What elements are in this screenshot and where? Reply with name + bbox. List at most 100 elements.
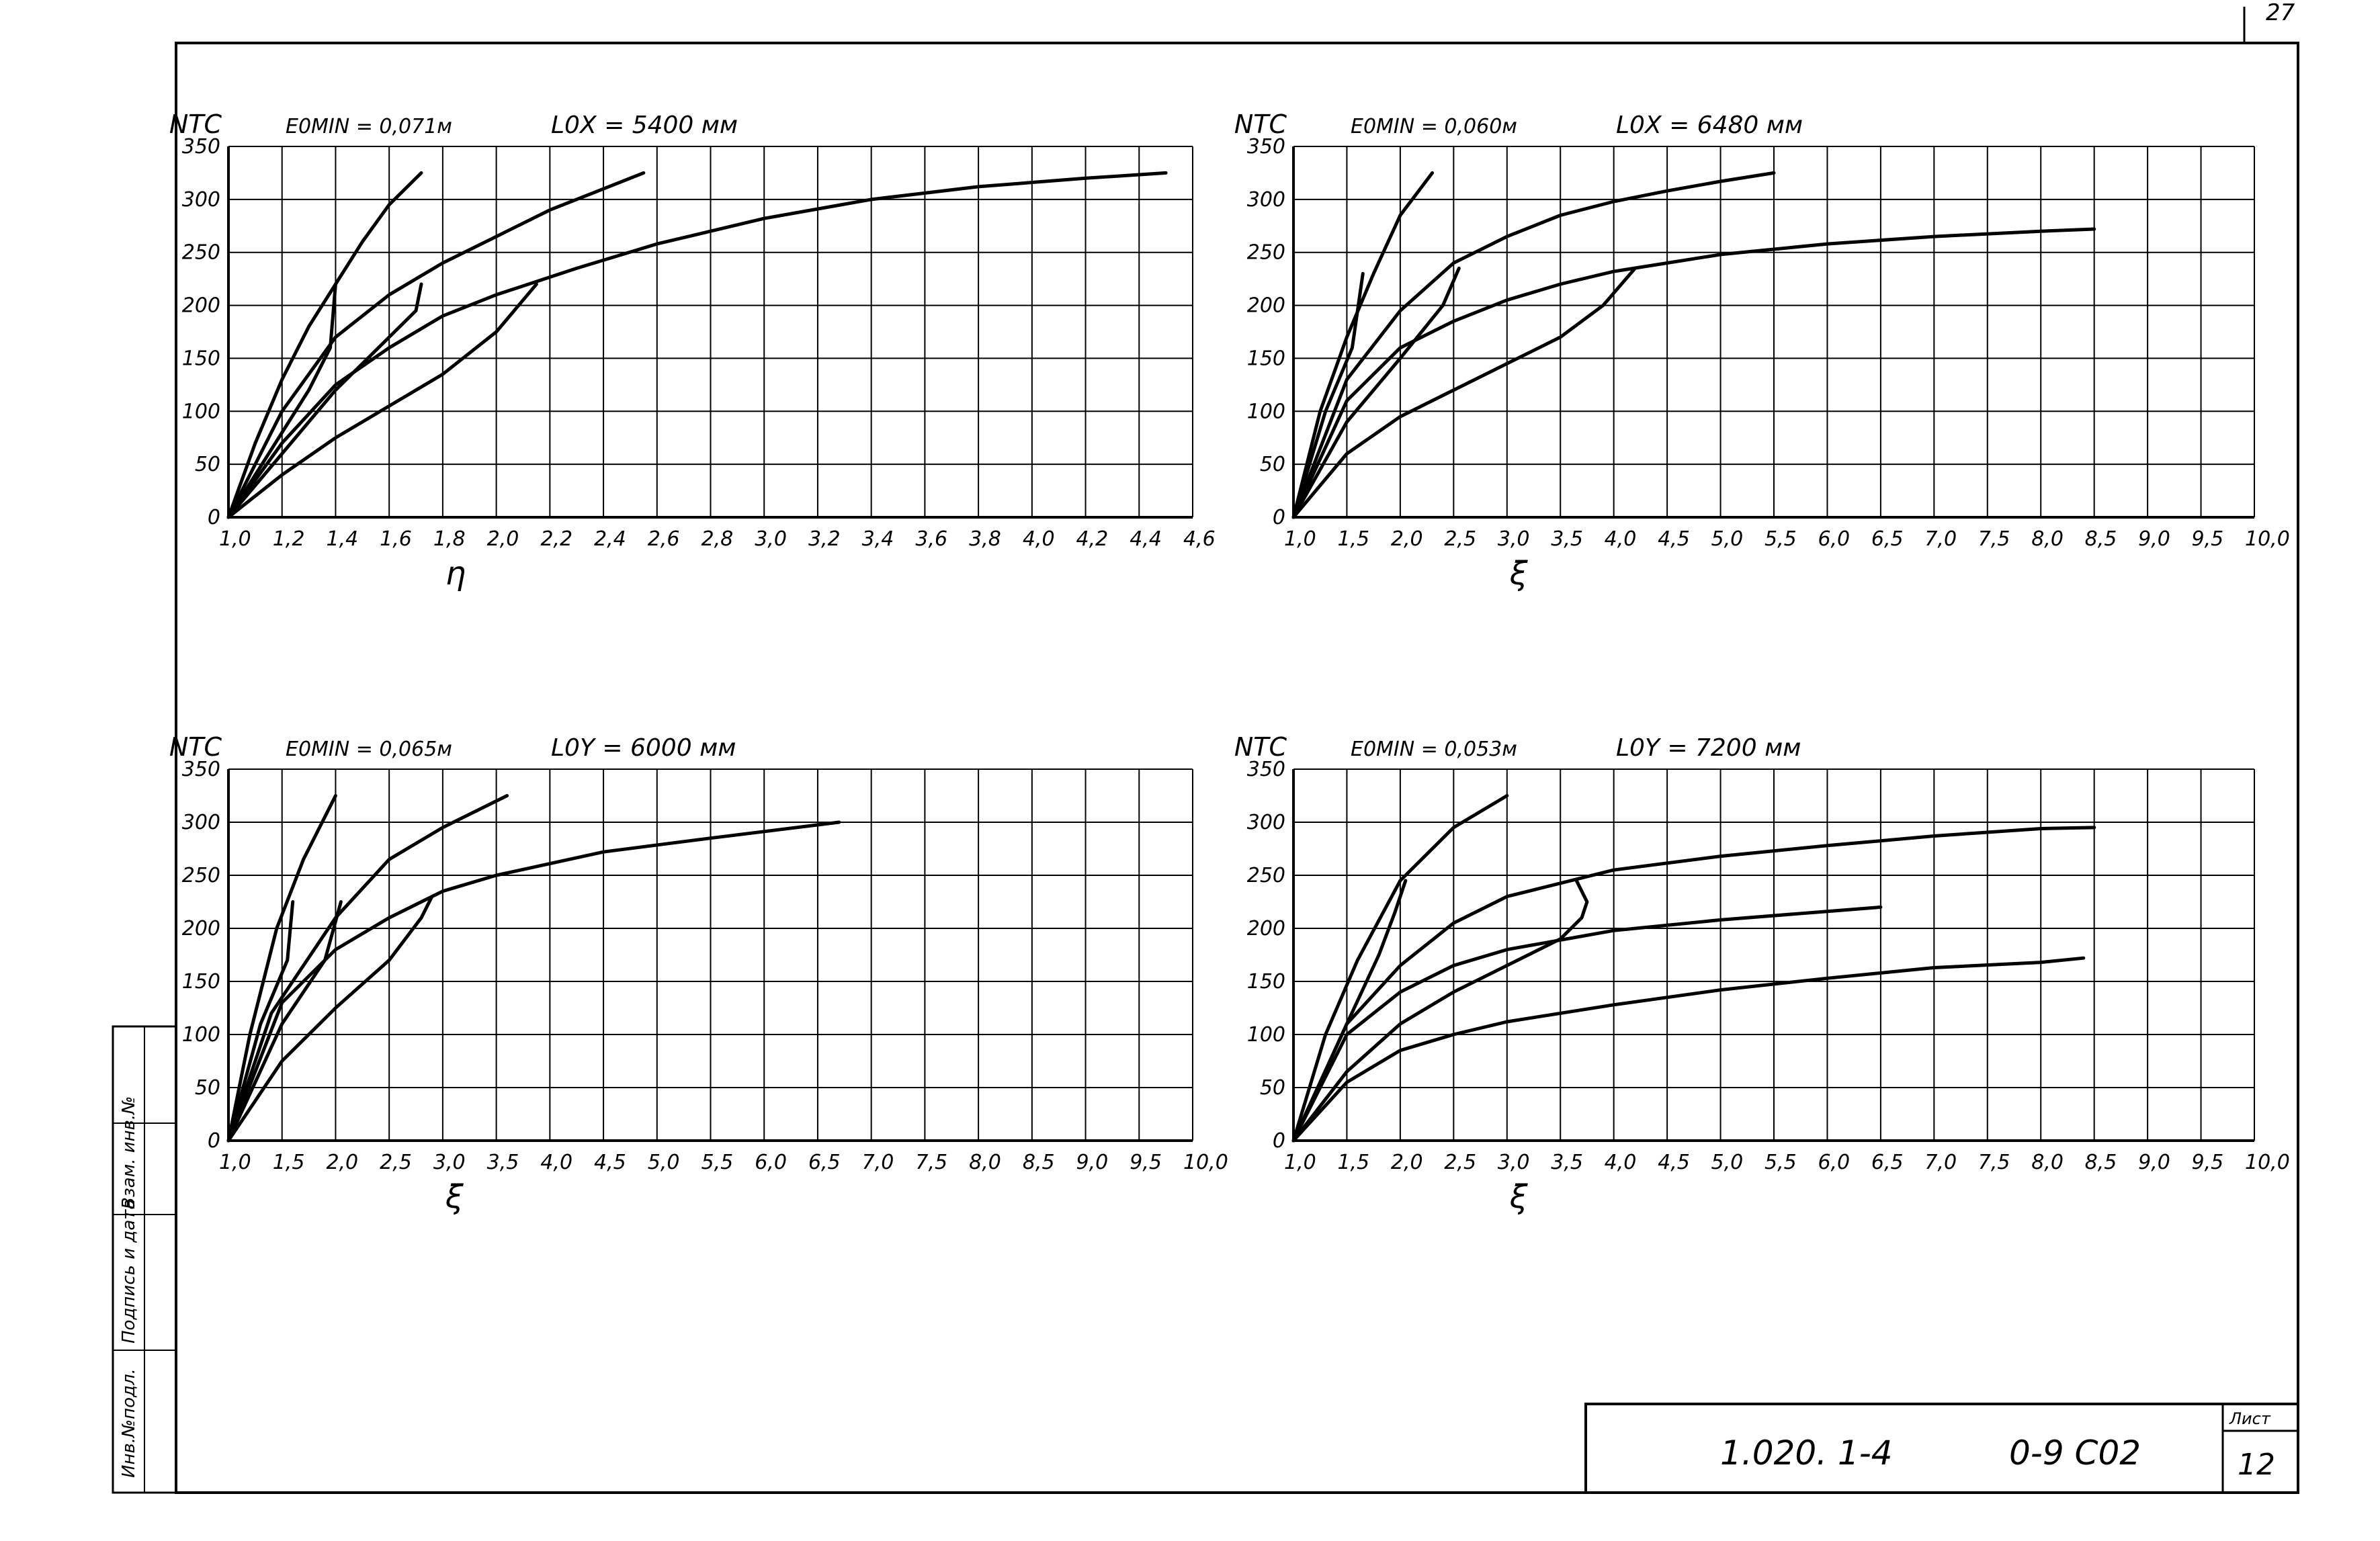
x-tick-label: 2,0: [326, 1151, 358, 1174]
y-tick-label: 50: [195, 453, 220, 476]
x-tick-label: 4,0: [1605, 1151, 1637, 1174]
x-tick-label: 10,0: [1183, 1151, 1228, 1174]
series-line-4: [226, 282, 337, 519]
x-tick-label: 3,0: [1498, 527, 1530, 551]
x-tick-label: 5,5: [1765, 1151, 1797, 1174]
y-tick-label: 50: [195, 1076, 220, 1100]
x-tick-label: 5,5: [1765, 527, 1797, 551]
x-tick-label: 4,5: [1658, 1151, 1690, 1174]
e0min-label: E0MIN = 0,053м: [1351, 738, 1517, 761]
x-tick-label: 9,5: [1130, 1151, 1162, 1174]
x-tick-label: 2,0: [487, 527, 519, 551]
x-tick-label: 4,2: [1076, 527, 1109, 551]
x-axis-label: ξ: [1509, 1178, 1529, 1216]
x-tick-label: 4,0: [1023, 527, 1055, 551]
series-line-2: [226, 171, 646, 519]
series-line-4: [226, 900, 295, 1143]
y-tick-label: 300: [1247, 188, 1285, 212]
x-tick-label: 1,8: [433, 527, 466, 551]
y-tick-label: 200: [182, 294, 220, 318]
x-tick-label: 1,0: [1284, 1151, 1316, 1174]
chart-2: 1,0 1,5 2,0 2,5 3,0 3,5 4,0 4,5 5,0 5,5 6,0 6,5 7,0 7…: [1234, 109, 2290, 592]
side-label-sign: Подпись и дата: [119, 1199, 139, 1344]
x-axis-label: ξ: [445, 1178, 464, 1216]
y-tick-label: 100: [1247, 1023, 1285, 1047]
x-tick-label: 2,6: [648, 527, 680, 551]
stamp-sheet-number: 12: [2238, 1448, 2275, 1482]
series-line-3: [226, 820, 841, 1143]
y-axis-label: NTC: [169, 732, 222, 762]
x-tick-label: 3,0: [433, 1151, 466, 1174]
e0min-label: E0MIN = 0,071м: [286, 115, 452, 138]
length-label: L0X = 6480 мм: [1616, 112, 1803, 139]
y-tick-label: 350: [182, 135, 220, 159]
x-tick-label: 6,5: [1871, 1151, 1904, 1174]
y-tick-label: 150: [1247, 347, 1285, 370]
x-tick-label: 6,0: [755, 1151, 787, 1174]
y-tick-label: 350: [182, 758, 220, 781]
y-tick-label: 0: [1273, 506, 1285, 529]
y-tick-label: 250: [182, 864, 220, 887]
charts-group: 1,0 1,2 1,4 1,6 1,8 2,0 2,2 2,4 2,6 2,8 3,0 3,2 3,4 3…: [169, 109, 2290, 1216]
series-line-3: [1291, 905, 1883, 1143]
y-tick-label: 50: [1260, 453, 1285, 476]
x-tick-label: 3,2: [808, 527, 841, 551]
x-tick-label: 5,0: [1711, 1151, 1744, 1174]
series-line-2: [1291, 171, 1776, 519]
x-tick-label: 1,0: [219, 527, 251, 551]
length-label: L0X = 5400 мм: [551, 112, 738, 139]
chart-4: 1,0 1,5 2,0 2,5 3,0 3,5 4,0 4,5 5,0 5,5 6,0 6,5 7,0 7…: [1234, 732, 2290, 1216]
length-label: L0Y = 6000 мм: [551, 734, 736, 762]
x-tick-label: 2,0: [1391, 1151, 1423, 1174]
y-tick-label: 250: [1247, 241, 1285, 265]
x-tick-label: 4,4: [1130, 527, 1162, 551]
y-tick-label: 150: [1247, 970, 1285, 994]
y-axis-label: NTC: [1234, 732, 1287, 762]
x-tick-label: 8,5: [1023, 1151, 1055, 1174]
x-tick-label: 8,0: [969, 1151, 1001, 1174]
x-tick-label: 2,4: [594, 527, 626, 551]
e0min-label: E0MIN = 0,065м: [286, 738, 452, 761]
x-axis-label: η: [445, 555, 466, 592]
x-tick-label: 5,0: [648, 1151, 680, 1174]
y-tick-label: 200: [182, 917, 220, 940]
x-tick-label: 1,5: [273, 1151, 305, 1174]
x-tick-label: 3,0: [755, 527, 787, 551]
y-tick-label: 0: [1273, 1129, 1285, 1153]
y-tick-label: 300: [182, 188, 220, 212]
y-tick-label: 150: [182, 347, 220, 370]
y-tick-label: 50: [1260, 1076, 1285, 1100]
y-tick-label: 300: [182, 811, 220, 834]
x-tick-label: 1,0: [1284, 527, 1316, 551]
x-tick-label: 7,0: [1924, 527, 1957, 551]
x-tick-label: 2,5: [1444, 1151, 1476, 1174]
series-line-6: [1291, 879, 1589, 1143]
chart-1: 1,0 1,2 1,4 1,6 1,8 2,0 2,2 2,4 2,6 2,8 3,0 3,2 3,4 3…: [169, 109, 1216, 592]
chart-3: 1,0 1,5 2,0 2,5 3,0 3,5 4,0 4,5 5,0 5,5 6,0 6,5 7,0 7…: [169, 732, 1228, 1216]
x-tick-label: 3,5: [487, 1151, 519, 1174]
x-tick-label: 1,0: [219, 1151, 251, 1174]
x-tick-label: 8,5: [2085, 527, 2117, 551]
series-line-1: [226, 171, 423, 519]
x-tick-label: 3,5: [1551, 1151, 1583, 1174]
x-tick-label: 4,6: [1183, 527, 1216, 551]
x-tick-label: 6,0: [1818, 527, 1850, 551]
x-tick-label: 2,5: [380, 1151, 412, 1174]
series-line-6: [1291, 266, 1637, 519]
series-line-2: [1291, 826, 2096, 1143]
y-tick-label: 250: [182, 241, 220, 265]
y-tick-label: 250: [1247, 864, 1285, 887]
stamp-code: 0-9 C02: [2009, 1434, 2141, 1472]
x-tick-label: 9,5: [2192, 1151, 2224, 1174]
x-tick-label: 3,0: [1498, 1151, 1530, 1174]
x-tick-label: 9,0: [2138, 527, 2170, 551]
series-line-4: [1291, 956, 2086, 1143]
side-strip: Инв.№подл. Подпись и дата Взам. инв.№: [112, 1025, 177, 1494]
y-tick-label: 150: [182, 970, 220, 994]
x-tick-label: 4,0: [540, 1151, 572, 1174]
x-tick-label: 4,5: [594, 1151, 626, 1174]
x-axis-label: ξ: [1509, 555, 1529, 592]
series-line-5: [1291, 879, 1408, 1143]
side-label-inv: Инв.№подл.: [119, 1368, 139, 1478]
